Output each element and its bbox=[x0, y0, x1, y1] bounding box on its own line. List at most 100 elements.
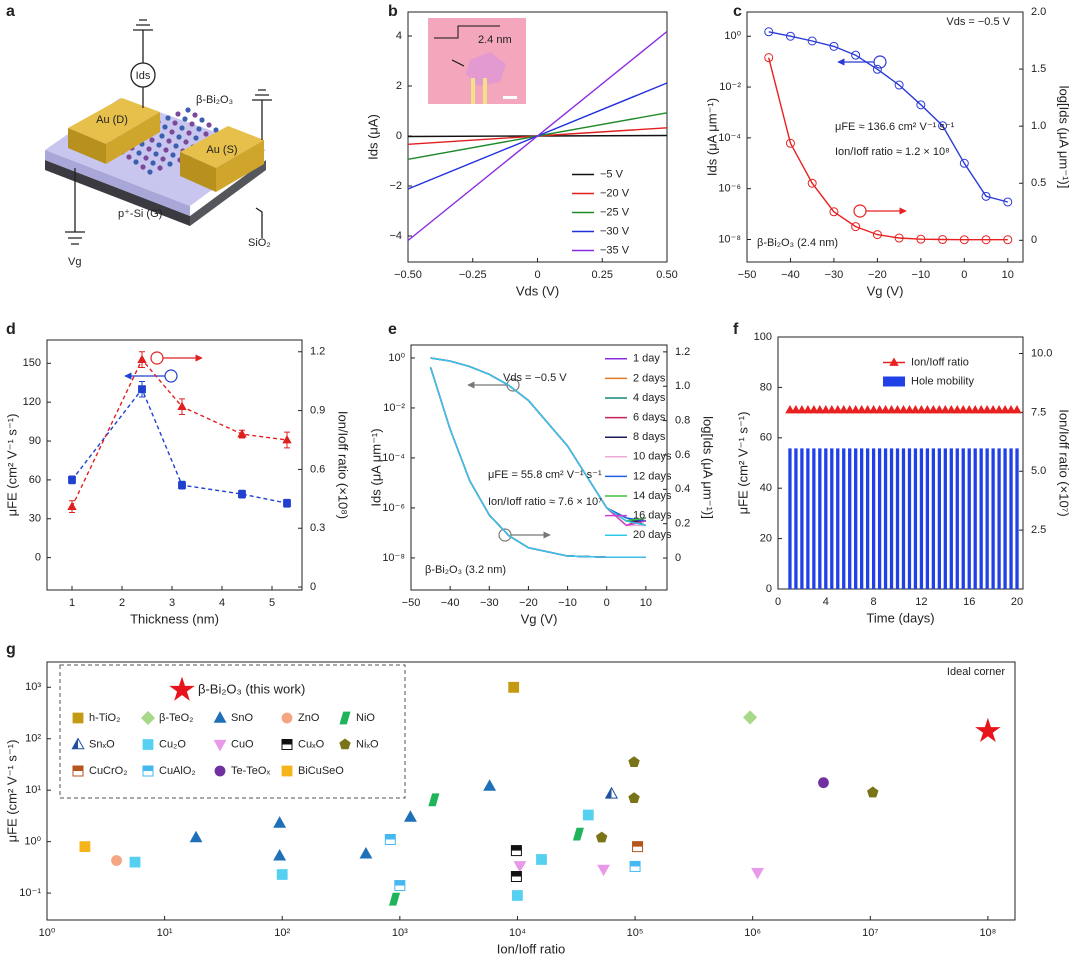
atom bbox=[147, 169, 153, 175]
marker bbox=[628, 792, 640, 803]
y-tick-label: 80 bbox=[760, 381, 772, 393]
inset: 2.4 nm bbox=[428, 18, 526, 104]
x-tick-label: −30 bbox=[825, 269, 844, 281]
marker bbox=[536, 854, 547, 865]
bar bbox=[931, 448, 936, 589]
marker bbox=[839, 404, 849, 414]
marker bbox=[959, 158, 969, 168]
x-tick-label: 10⁸ bbox=[979, 927, 996, 939]
marker bbox=[71, 737, 85, 750]
legend-label: 12 days bbox=[633, 470, 672, 482]
atom bbox=[163, 147, 169, 153]
marker bbox=[604, 786, 619, 799]
plot-frame bbox=[410, 344, 668, 591]
panel-label: d bbox=[6, 321, 16, 338]
x-tick-label: 10² bbox=[274, 927, 290, 939]
bar bbox=[865, 448, 870, 589]
legend-label: CuAlO₂ bbox=[159, 765, 196, 777]
legend-label: −5 V bbox=[600, 168, 624, 180]
marker bbox=[970, 404, 980, 414]
marker bbox=[276, 869, 288, 880]
y-tick-label: 10⁰ bbox=[388, 352, 405, 364]
legend-label: β-TeO₂ bbox=[159, 712, 193, 724]
legend-label: NiO bbox=[356, 712, 375, 724]
legend-label: 4 days bbox=[633, 392, 666, 404]
marker bbox=[764, 27, 774, 37]
marker bbox=[177, 401, 187, 411]
ammeter bbox=[130, 62, 156, 88]
x-axis-label: Vg (V) bbox=[867, 283, 904, 298]
plot-frame bbox=[746, 11, 1024, 263]
marker bbox=[339, 738, 351, 750]
schematic-label: Ids bbox=[136, 70, 151, 82]
annotation: β-Bi₂O₃ (3.2 nm) bbox=[425, 564, 506, 576]
atom bbox=[213, 127, 219, 133]
inset-electrode bbox=[471, 78, 475, 104]
bar bbox=[842, 448, 846, 589]
bar bbox=[949, 448, 953, 589]
atom bbox=[192, 112, 198, 118]
x-tick-label: 16 bbox=[963, 596, 975, 608]
marker bbox=[213, 739, 227, 752]
x-tick-label: −40 bbox=[781, 269, 800, 281]
marker bbox=[880, 404, 891, 414]
marker bbox=[1012, 404, 1022, 414]
y-tick-label: 10⁻⁶ bbox=[382, 502, 405, 514]
marker bbox=[508, 681, 520, 693]
bar bbox=[997, 448, 1001, 589]
legend-label: BiCuSeO bbox=[298, 765, 344, 777]
y-tick-label: 20 bbox=[760, 533, 772, 545]
atom bbox=[150, 160, 156, 166]
marker bbox=[632, 841, 644, 853]
x-tick-label: 10⁷ bbox=[862, 927, 878, 939]
marker bbox=[898, 404, 909, 414]
marker bbox=[72, 765, 84, 777]
marker bbox=[959, 235, 969, 245]
y-tick-label: 0 bbox=[35, 552, 41, 564]
atom bbox=[183, 139, 189, 145]
bar bbox=[973, 448, 977, 589]
marker bbox=[111, 855, 122, 866]
bar bbox=[818, 448, 822, 589]
marker bbox=[743, 710, 758, 725]
marker bbox=[388, 892, 401, 906]
marker bbox=[988, 404, 998, 414]
y2-tick-label: 10.0 bbox=[1031, 347, 1052, 359]
plot-frame bbox=[777, 336, 1024, 590]
marker bbox=[910, 404, 921, 414]
marker bbox=[940, 404, 950, 414]
marker bbox=[572, 827, 584, 841]
y2-axis-label: Ion/Ioff ratio (×10⁸) bbox=[336, 411, 351, 519]
bar bbox=[883, 448, 888, 589]
bar bbox=[889, 448, 894, 589]
marker bbox=[874, 404, 885, 414]
marker bbox=[129, 856, 141, 868]
marker bbox=[339, 711, 351, 725]
x-tick-label: 0 bbox=[604, 597, 610, 609]
marker bbox=[1006, 404, 1016, 414]
legend-label: Cu₂O bbox=[159, 738, 186, 750]
y2-tick-label: 0.8 bbox=[675, 415, 690, 427]
marker bbox=[512, 890, 523, 901]
marker bbox=[916, 404, 927, 414]
x-axis-label: Thickness (nm) bbox=[130, 611, 219, 626]
x-tick-label: 1 bbox=[69, 597, 75, 609]
marker bbox=[629, 860, 641, 872]
marker bbox=[213, 711, 227, 723]
x-tick-label: 12 bbox=[915, 596, 927, 608]
atom bbox=[169, 129, 175, 135]
substrate-edge bbox=[45, 160, 190, 226]
atom bbox=[175, 111, 181, 117]
series-line bbox=[407, 30, 668, 242]
y2-tick-label: 0.3 bbox=[310, 522, 325, 534]
marker bbox=[976, 404, 986, 414]
marker bbox=[821, 404, 831, 414]
y-axis-label: μFE (cm² V⁻¹ s⁻¹) bbox=[735, 412, 750, 515]
x-axis-label: Time (days) bbox=[866, 610, 934, 625]
marker-part bbox=[605, 787, 612, 799]
marker bbox=[404, 810, 417, 822]
substrate-side bbox=[45, 150, 190, 216]
schematic-label: β-Bi₂O₃ bbox=[196, 94, 233, 106]
marker bbox=[886, 404, 897, 414]
y-tick-label: 10⁻² bbox=[719, 81, 741, 93]
